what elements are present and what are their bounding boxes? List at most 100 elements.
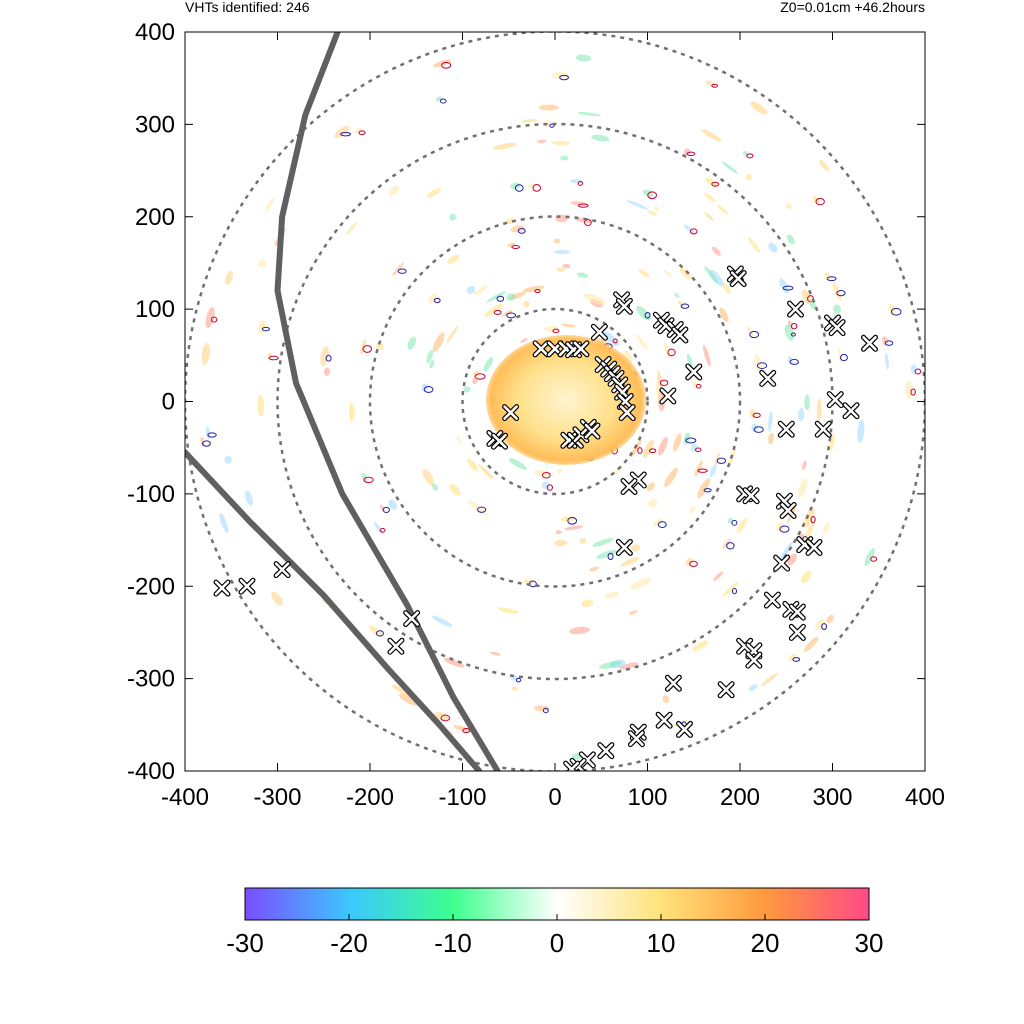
contour xyxy=(439,98,447,104)
anomaly-patch xyxy=(521,119,538,123)
anomaly-patch xyxy=(689,506,696,514)
contour xyxy=(542,707,549,714)
contour xyxy=(659,379,669,387)
anomaly-patch xyxy=(801,289,812,304)
contour xyxy=(839,353,848,362)
anomaly-patch xyxy=(663,269,673,279)
anomaly-patch xyxy=(538,104,559,111)
anomaly-patch xyxy=(466,285,476,294)
anomaly-patch xyxy=(407,336,417,350)
anomaly-patch xyxy=(824,272,831,281)
anomaly-patch xyxy=(596,549,617,559)
vht-marker xyxy=(615,538,633,556)
contour xyxy=(493,309,502,315)
anomaly-patch xyxy=(523,579,534,585)
anomaly-patch xyxy=(745,174,753,181)
anomaly-patch xyxy=(721,281,731,295)
anomaly-patch xyxy=(705,177,718,187)
anomaly-patch xyxy=(638,269,650,278)
anomaly-patch xyxy=(258,259,266,268)
anomaly-patch xyxy=(804,636,819,652)
contour xyxy=(703,488,712,493)
anomaly-patch xyxy=(630,577,652,590)
anomaly-patch xyxy=(780,542,793,561)
contour xyxy=(515,677,522,683)
contour xyxy=(779,525,790,533)
anomaly-patch xyxy=(705,80,716,87)
contour xyxy=(462,727,471,734)
anomaly-patch xyxy=(604,591,619,599)
contour xyxy=(474,373,486,380)
contour xyxy=(379,527,386,533)
anomaly-patch xyxy=(703,344,711,367)
anomaly-patch xyxy=(786,234,796,245)
vht-marker xyxy=(597,742,615,760)
anomaly-patch xyxy=(579,538,587,544)
anomaly-patch xyxy=(657,370,663,391)
vht-marker xyxy=(779,502,797,520)
contour xyxy=(340,132,352,137)
anomaly-patch xyxy=(443,657,465,668)
anomaly-patch xyxy=(551,72,569,80)
vht-marker xyxy=(659,387,677,405)
anomaly-patch xyxy=(533,469,551,477)
colorbar-tick-label: 30 xyxy=(855,928,884,958)
x-tick-label: 100 xyxy=(627,784,667,811)
vht-marker xyxy=(729,270,747,288)
anomaly-patch xyxy=(369,625,383,637)
anomaly-patch xyxy=(245,490,254,506)
colorbar-tick-label: 10 xyxy=(647,928,676,958)
y-axis: -400 -300 -200 -100 0 100 200 300 400 xyxy=(127,19,925,785)
anomaly-patch xyxy=(453,725,472,732)
vht-marker xyxy=(814,420,832,438)
colorbar-ticks: -30 -20 -10 0 10 20 30 xyxy=(226,914,883,958)
anomaly-patch xyxy=(375,342,384,350)
anomaly-patch xyxy=(446,324,459,344)
anomaly-patch xyxy=(456,435,461,445)
contour xyxy=(362,345,373,353)
vht-markers xyxy=(213,265,878,771)
colorbar-tick-label: -20 xyxy=(330,928,368,958)
y-tick-label: 0 xyxy=(162,389,175,416)
anomaly-patch xyxy=(736,518,748,533)
vht-marker xyxy=(861,334,878,352)
vht-marker xyxy=(828,319,846,337)
anomaly-patch xyxy=(398,693,421,706)
y-tick-label: 400 xyxy=(135,19,175,46)
anomaly-patch xyxy=(205,307,215,329)
anomaly-patch xyxy=(648,498,658,508)
anomaly-patch xyxy=(643,439,655,459)
vht-marker xyxy=(627,730,645,748)
contour xyxy=(382,506,390,513)
anomaly-patch xyxy=(556,267,566,272)
anomaly-patch xyxy=(388,185,400,196)
range-ring xyxy=(368,215,742,588)
anomaly-patch xyxy=(636,306,651,321)
vht-marker xyxy=(759,369,777,387)
anomaly-patch xyxy=(819,160,830,172)
vht-marker xyxy=(502,404,520,422)
vht-marker xyxy=(590,323,608,341)
contour xyxy=(477,506,487,513)
vht-marker xyxy=(620,477,638,495)
y-tick-label: 100 xyxy=(135,296,175,323)
anomaly-patch xyxy=(592,538,614,547)
anomaly-patch xyxy=(497,607,519,614)
anomaly-patch xyxy=(392,684,410,696)
contour xyxy=(375,630,384,637)
anomaly-patch xyxy=(422,469,434,485)
anomaly-patch xyxy=(785,202,792,210)
anomaly-patch xyxy=(709,464,717,478)
anomaly-patch xyxy=(473,285,488,296)
anomaly-patch xyxy=(635,333,648,351)
anomaly-patch xyxy=(508,458,528,470)
y-tick-label: 200 xyxy=(135,204,175,231)
x-axis: -400 -300 -200 -100 0 100 200 300 400 xyxy=(161,32,945,811)
contour xyxy=(667,348,676,357)
contour xyxy=(680,303,690,309)
anomaly-patch xyxy=(802,460,807,471)
anomaly-patch xyxy=(768,242,778,253)
anomaly-patch xyxy=(704,212,714,221)
anomaly-patch xyxy=(463,386,471,393)
anomaly-patch xyxy=(653,518,663,527)
